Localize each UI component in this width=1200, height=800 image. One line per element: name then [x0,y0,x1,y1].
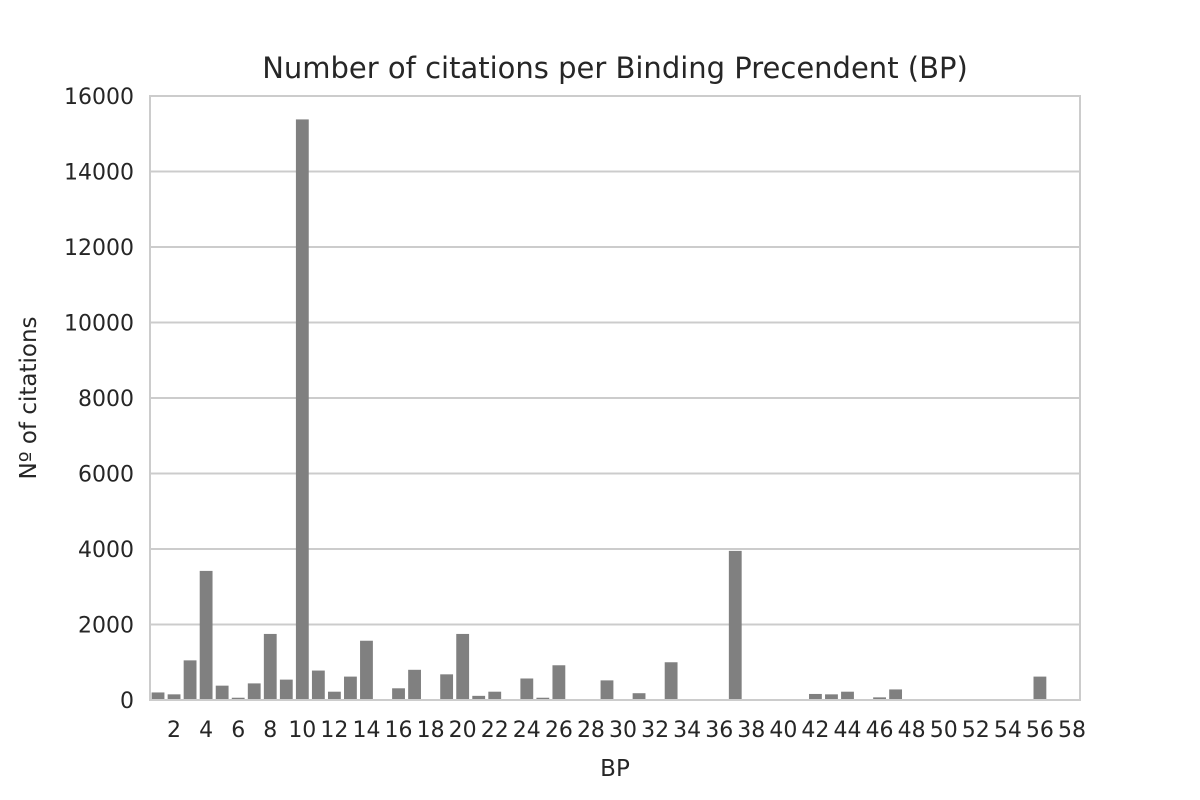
bar-bp-26 [552,665,566,700]
bar-bp-47 [889,689,903,700]
y-tick-label: 14000 [64,161,134,186]
bar-bp-22 [488,691,502,700]
y-tick-labels: 0 2000 4000 6000 8000 10000 12000 14000 16000 [64,85,134,714]
x-tick-label: 32 [641,718,669,743]
x-tick-label: 34 [673,718,701,743]
bar-bp-13 [344,676,357,700]
bar-bp-5 [215,685,229,700]
y-axis-label: Nº of citations [16,316,42,479]
bar-bp-17 [408,669,421,700]
x-tick-label: 12 [320,718,348,743]
bar-bp-8 [263,633,277,700]
y-tick-label: 6000 [78,463,134,488]
x-tick-label: 16 [385,718,413,743]
y-tick-label: 12000 [64,236,134,261]
x-tick-label: 14 [352,718,380,743]
plot-frame [149,95,1081,701]
bar-bp-20 [456,633,470,700]
y-tick-label: 4000 [78,538,134,563]
x-tick-label: 10 [288,718,316,743]
x-tick-label: 8 [263,718,277,743]
x-tick-label: 50 [930,718,958,743]
y-tick-label: 8000 [78,387,134,412]
bar-bp-16 [392,688,405,700]
y-tick-label: 0 [120,689,134,714]
bar-bp-1 [151,692,165,700]
bar-bp-42 [809,693,822,700]
bar-bp-12 [327,691,341,700]
x-tick-label: 46 [866,718,894,743]
bar-bp-44 [841,691,854,700]
x-tick-label: 42 [801,718,829,743]
x-tick-label: 54 [994,718,1022,743]
bar-bp-9 [279,679,293,700]
x-tick-label: 30 [609,718,637,743]
bar-bp-6 [231,697,245,700]
x-axis-label: BP [600,756,630,782]
x-tick-label: 24 [513,718,541,743]
x-tick-label: 48 [898,718,926,743]
bar-bp-2 [167,694,181,700]
bar-bp-14 [360,640,373,700]
bar-bp-11 [311,670,325,700]
bar-bp-31 [632,693,646,700]
bar-bp-25 [536,697,550,700]
bar-bp-10 [295,119,309,700]
bar-bp-19 [440,674,454,700]
y-tick-label: 16000 [64,85,134,110]
x-tick-labels: 2 4 6 8 10 12 14 16 18 20 22 24 26 28 30 32 34 36 38 40 42 44… [167,718,1086,743]
x-tick-label: 38 [737,718,765,743]
x-tick-label: 6 [231,718,245,743]
y-tick-label: 2000 [78,614,134,639]
x-tick-label: 4 [199,718,213,743]
y-tick-label: 10000 [64,312,134,337]
x-tick-label: 26 [545,718,573,743]
bar-bp-43 [825,694,838,700]
x-tick-label: 2 [167,718,181,743]
x-tick-label: 22 [481,718,509,743]
bar-bp-21 [472,695,486,700]
bar-bp-7 [247,683,261,700]
gridlines [150,95,1080,701]
bar-bp-3 [183,660,197,700]
x-tick-label: 44 [834,718,862,743]
x-tick-label: 28 [577,718,605,743]
x-tick-label: 20 [449,718,477,743]
bars [151,119,1047,700]
x-tick-label: 36 [705,718,733,743]
bar-bp-33 [664,662,678,700]
x-tick-label: 18 [417,718,445,743]
bar-bp-46 [873,697,886,700]
bar-bp-4 [199,570,213,700]
chart-title: Number of citations per Binding Precende… [262,51,968,85]
x-tick-label: 52 [962,718,990,743]
x-tick-label: 58 [1058,718,1086,743]
bar-bp-37 [728,550,742,700]
bar-bp-56 [1033,676,1047,700]
bar-bp-29 [600,680,614,700]
x-tick-label: 56 [1026,718,1054,743]
bar-bp-24 [520,678,534,700]
x-tick-label: 40 [769,718,797,743]
